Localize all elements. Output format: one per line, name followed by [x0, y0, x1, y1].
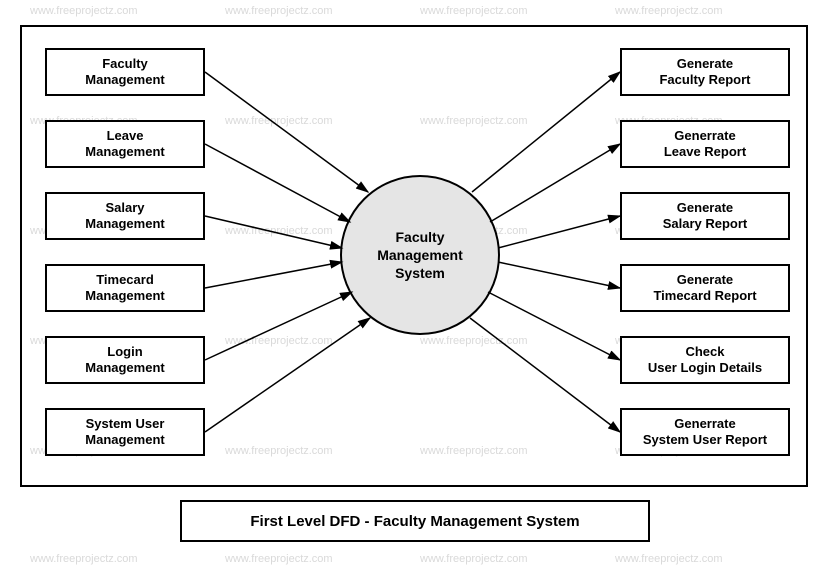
- left-entity-box: LoginManagement: [45, 336, 205, 384]
- left-entity-label: LoginManagement: [85, 344, 164, 377]
- right-entity-box: GenerateTimecard Report: [620, 264, 790, 312]
- left-entity-box: SalaryManagement: [45, 192, 205, 240]
- right-entity-label: GenerateSalary Report: [663, 200, 748, 233]
- left-entity-label: TimecardManagement: [85, 272, 164, 305]
- right-entity-label: GenerrateLeave Report: [664, 128, 746, 161]
- diagram-title-text: First Level DFD - Faculty Management Sys…: [250, 513, 579, 530]
- watermark-text: www.freeprojectz.com: [225, 5, 333, 17]
- diagram-title: First Level DFD - Faculty Management Sys…: [180, 500, 650, 542]
- watermark-text: www.freeprojectz.com: [30, 553, 138, 565]
- right-entity-label: GenerrateSystem User Report: [643, 416, 767, 449]
- right-entity-box: GenerateFaculty Report: [620, 48, 790, 96]
- left-entity-box: FacultyManagement: [45, 48, 205, 96]
- watermark-text: www.freeprojectz.com: [420, 553, 528, 565]
- left-entity-label: System UserManagement: [85, 416, 164, 449]
- center-process-label: FacultyManagementSystem: [377, 228, 463, 283]
- left-entity-box: LeaveManagement: [45, 120, 205, 168]
- watermark-text: www.freeprojectz.com: [30, 5, 138, 17]
- right-entity-box: GenerrateSystem User Report: [620, 408, 790, 456]
- center-process: FacultyManagementSystem: [340, 175, 500, 335]
- left-entity-box: TimecardManagement: [45, 264, 205, 312]
- left-entity-label: SalaryManagement: [85, 200, 164, 233]
- right-entity-box: GenerateSalary Report: [620, 192, 790, 240]
- left-entity-label: FacultyManagement: [85, 56, 164, 89]
- right-entity-box: GenerrateLeave Report: [620, 120, 790, 168]
- left-entity-label: LeaveManagement: [85, 128, 164, 161]
- right-entity-label: CheckUser Login Details: [648, 344, 762, 377]
- right-entity-label: GenerateTimecard Report: [653, 272, 756, 305]
- watermark-text: www.freeprojectz.com: [615, 553, 723, 565]
- watermark-text: www.freeprojectz.com: [420, 5, 528, 17]
- right-entity-label: GenerateFaculty Report: [659, 56, 750, 89]
- watermark-text: www.freeprojectz.com: [225, 553, 333, 565]
- watermark-text: www.freeprojectz.com: [615, 5, 723, 17]
- left-entity-box: System UserManagement: [45, 408, 205, 456]
- right-entity-box: CheckUser Login Details: [620, 336, 790, 384]
